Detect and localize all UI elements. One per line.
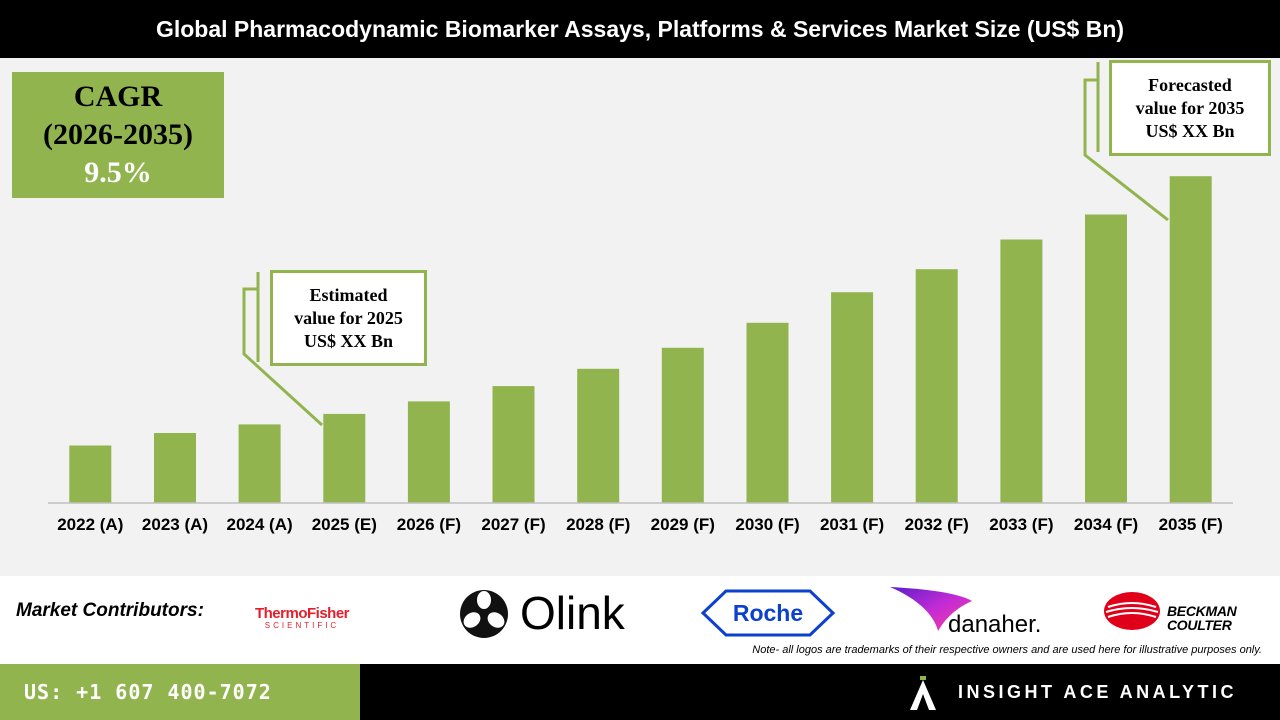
x-tick-label: 2025 (E) bbox=[312, 515, 377, 534]
callout-line: value for 2035 bbox=[1135, 97, 1245, 118]
danaher-swoosh-icon bbox=[890, 587, 972, 631]
beckman-coulter-oval-icon bbox=[1104, 592, 1160, 630]
bar bbox=[1169, 176, 1212, 503]
bar bbox=[1000, 239, 1043, 503]
bar bbox=[492, 386, 535, 503]
x-tick-label: 2029 (F) bbox=[651, 515, 715, 534]
chart-area: 2022 (A) 2023 (A) 2024 (A) 2025 (E) 2026 (F)… bbox=[0, 58, 1280, 576]
forecasted-2035-callout: Forecasted value for 2035 US$ XX Bn bbox=[1109, 60, 1271, 156]
coulter-line: COULTER bbox=[1167, 617, 1232, 633]
thermo-fisher-logo: ThermoFisher SCIENTIFIC bbox=[243, 606, 361, 630]
bar bbox=[577, 368, 620, 503]
roche-wordmark: Roche bbox=[732, 599, 804, 626]
footer-brand-bar: INSIGHT ACE ANALYTIC bbox=[360, 664, 1280, 720]
x-tick-label: 2023 (A) bbox=[142, 515, 208, 534]
bar bbox=[831, 292, 874, 503]
roche-logo: Roche bbox=[700, 588, 836, 638]
danaher-wordmark: danaher. bbox=[948, 611, 1042, 638]
bar bbox=[323, 413, 366, 503]
cagr-box: CAGR (2026-2035) 9.5% bbox=[12, 72, 224, 198]
insight-ace-analytic-name: INSIGHT ACE ANALYTIC bbox=[958, 682, 1238, 702]
footer-phone: US: +1 607 400-7072 bbox=[0, 664, 360, 720]
x-tick-label: 2034 (F) bbox=[1074, 515, 1138, 534]
x-tick-label: 2026 (F) bbox=[397, 515, 461, 534]
beckman-line: BECKMAN bbox=[1167, 603, 1237, 619]
trademark-note: Note- all logos are trademarks of their … bbox=[752, 644, 1262, 656]
beckman-coulter-logo: BECKMAN COULTER bbox=[1102, 590, 1268, 634]
x-tick-label: 2030 (F) bbox=[735, 515, 799, 534]
thermo-fisher-wordmark: ThermoFisher bbox=[254, 605, 350, 622]
chart-title: Global Pharmacodynamic Biomarker Assays,… bbox=[0, 0, 1280, 58]
x-tick-label: 2033 (F) bbox=[989, 515, 1053, 534]
bar bbox=[407, 401, 450, 503]
olink-wordmark: Olink bbox=[520, 587, 625, 639]
x-tick-label: 2035 (F) bbox=[1159, 515, 1223, 534]
estimated-2025-callout: Estimated value for 2025 US$ XX Bn bbox=[270, 270, 427, 366]
roche-hexagon-icon bbox=[700, 589, 836, 637]
cagr-value: 9.5% bbox=[84, 156, 152, 189]
callout-line: US$ XX Bn bbox=[303, 330, 394, 351]
bar bbox=[746, 322, 789, 503]
x-tick-label: 2032 (F) bbox=[905, 515, 969, 534]
x-tick-label: 2028 (F) bbox=[566, 515, 630, 534]
thermo-fisher-subtitle: SCIENTIFIC bbox=[264, 621, 340, 630]
bar bbox=[661, 347, 704, 504]
callout-line: US$ XX Bn bbox=[1145, 120, 1235, 141]
market-contributors-label: Market Contributors: bbox=[16, 600, 204, 621]
x-tick-label: 2027 (F) bbox=[481, 515, 545, 534]
callout-connector-2035 bbox=[1083, 78, 1169, 222]
bar bbox=[154, 433, 196, 503]
bar bbox=[915, 269, 958, 503]
bar-chart: 2022 (A) 2023 (A) 2024 (A) 2025 (E) 2026 (F)… bbox=[48, 62, 1233, 534]
x-tick-label: 2022 (A) bbox=[57, 515, 123, 534]
x-tick-label: 2024 (A) bbox=[227, 515, 293, 534]
callout-connector-2025 bbox=[242, 287, 324, 427]
bar bbox=[1085, 214, 1127, 503]
cagr-period: (2026-2035) bbox=[43, 118, 193, 151]
x-tick-label: 2031 (F) bbox=[820, 515, 884, 534]
callout-line: value for 2025 bbox=[294, 307, 403, 328]
olink-mark-icon bbox=[460, 590, 508, 638]
cagr-label: CAGR bbox=[73, 80, 163, 113]
olink-logo: Olink bbox=[458, 588, 633, 640]
callout-line: Estimated bbox=[309, 284, 388, 305]
callout-line: Forecasted bbox=[1148, 74, 1232, 95]
bar bbox=[69, 445, 112, 503]
beckman-coulter-wordmark: BECKMAN COULTER bbox=[1167, 603, 1237, 633]
bar bbox=[238, 424, 281, 503]
danaher-logo: danaher. bbox=[888, 585, 1068, 637]
insight-ace-logo-icon bbox=[910, 676, 936, 710]
